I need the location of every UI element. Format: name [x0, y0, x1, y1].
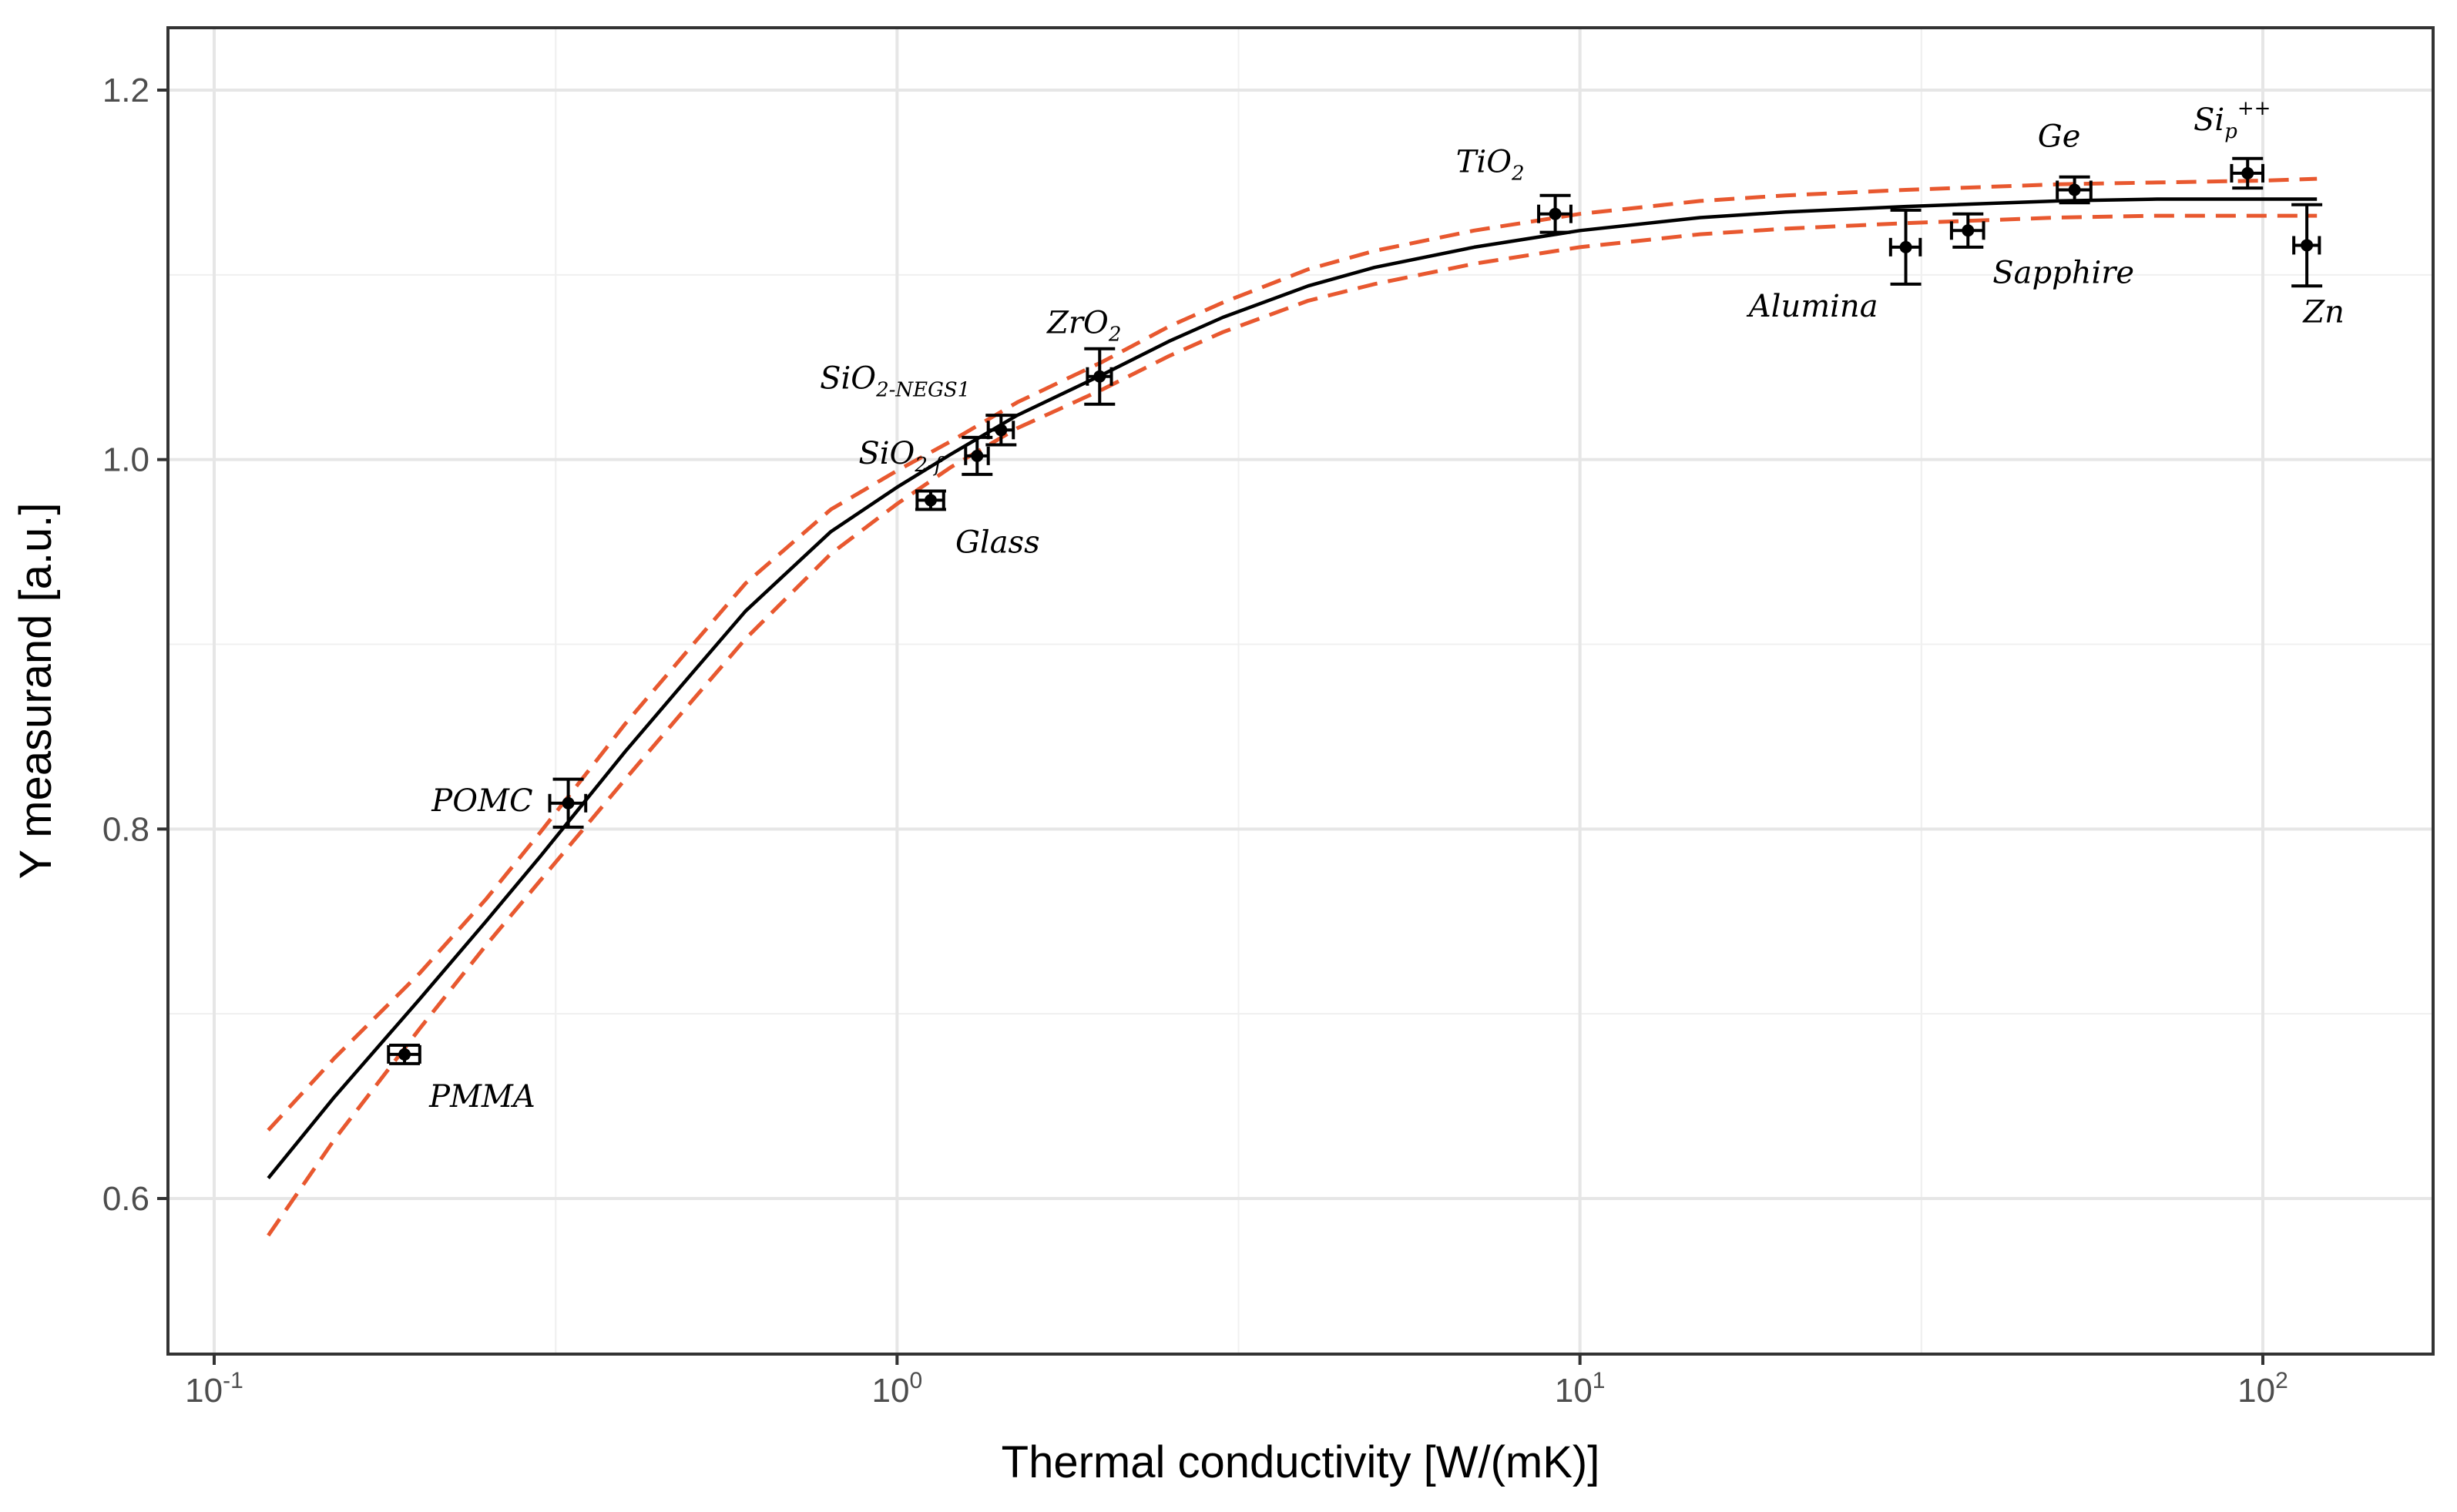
point-label-ge: Ge	[2038, 119, 2081, 155]
point-labels-layer: PMMA POMC Glass SiO2-f SiO2-NEGS1 ZrO2 TiO2 Alu…	[428, 97, 2345, 1115]
point-marker	[924, 494, 937, 507]
data-point-glass	[915, 489, 946, 511]
y-tick-label: 0.8	[102, 810, 149, 848]
x-tick-label: 101	[1555, 1368, 1606, 1410]
data-point-alumina	[1888, 208, 1922, 286]
point-label-zn: Zn	[2301, 294, 2345, 330]
plot-panel-border	[166, 26, 2435, 1356]
point-marker	[971, 449, 984, 462]
point-marker	[1093, 370, 1106, 383]
point-marker	[398, 1048, 411, 1061]
confidence-band-layer	[267, 176, 2318, 1237]
axis-layer: 10-1 100 101 102 0.6 0.8 1.0 1.2	[102, 72, 2288, 1410]
point-marker	[2241, 166, 2254, 179]
lower-confidence-band	[267, 213, 2318, 1237]
y-tick-label: 1.0	[102, 441, 149, 479]
data-point-sapphire	[1949, 212, 1985, 249]
x-tick-label: 102	[2237, 1368, 2288, 1410]
point-label-sapphire: Sapphire	[1992, 255, 2134, 290]
point-marker	[2301, 239, 2314, 252]
plot-panel-background	[168, 28, 2433, 1354]
upper-confidence-band	[267, 176, 2318, 1131]
point-label-sio2-negs1: SiO2-NEGS1	[820, 360, 970, 401]
point-marker	[1899, 240, 1912, 253]
x-axis-title: Thermal conductivity [W/(mK)]	[1002, 1437, 1600, 1487]
point-marker	[995, 424, 1008, 437]
data-point-sio2-negs1	[985, 414, 1017, 447]
data-point-zro2	[1084, 347, 1116, 406]
data-point-pmma	[387, 1043, 421, 1065]
y-tick-label: 1.2	[102, 72, 149, 109]
point-label-alumina: Alumina	[1746, 289, 1878, 324]
point-label-zro2: ZrO2	[1046, 306, 1121, 347]
fit-curve	[267, 197, 2318, 1180]
data-point-tio2	[1537, 193, 1573, 234]
x-tick-label: 100	[872, 1368, 923, 1410]
data-point-sip-	[2230, 156, 2264, 190]
y-axis-title: Y measurand [a.u.]	[11, 502, 61, 879]
point-marker	[2068, 183, 2081, 196]
y-tick-label: 0.6	[102, 1180, 149, 1218]
point-label-pmma: PMMA	[428, 1079, 535, 1115]
x-tick-label: 10-1	[185, 1368, 243, 1410]
point-label-sip-: Sip++	[2194, 97, 2271, 143]
data-points-layer	[387, 156, 2323, 1065]
point-marker	[1962, 224, 1975, 237]
point-label-tio2: TiO2	[1456, 145, 1525, 186]
point-label-glass: Glass	[955, 525, 1040, 560]
point-marker	[562, 796, 575, 810]
point-label-pomc: POMC	[431, 783, 532, 819]
data-point-pomc	[548, 777, 588, 829]
fit-curve-layer	[267, 197, 2318, 1180]
data-point-zn	[2291, 203, 2323, 288]
point-marker	[1549, 207, 1562, 220]
data-point-ge	[2056, 175, 2093, 205]
data-point-sio2-f	[962, 435, 993, 476]
point-label-sio2-f: SiO2-f	[858, 436, 945, 477]
